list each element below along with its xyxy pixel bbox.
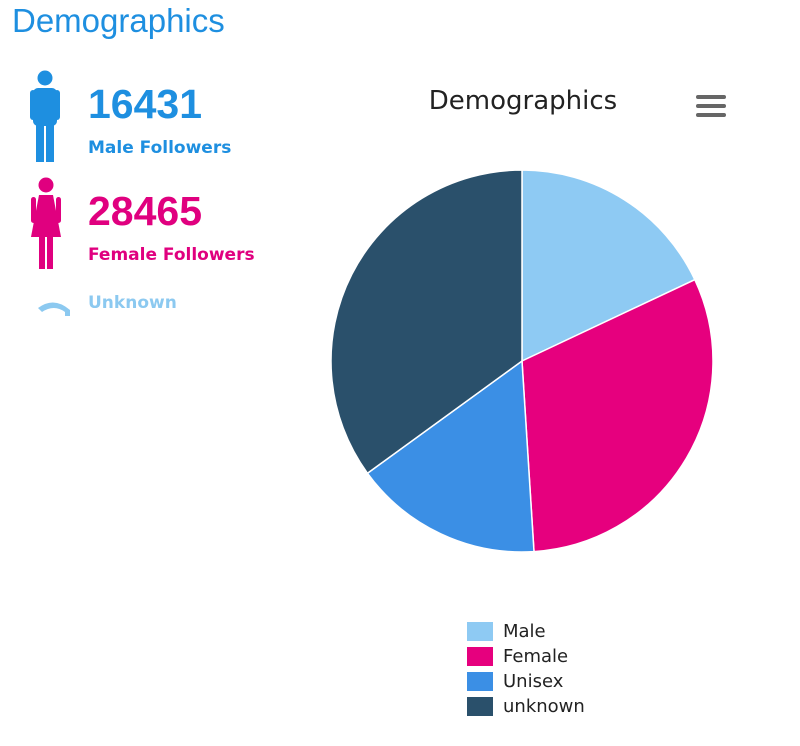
legend-swatch xyxy=(467,647,493,666)
male-follower-label: Male Followers xyxy=(88,138,232,158)
female-follower-label: Female Followers xyxy=(88,245,255,265)
hamburger-menu-icon[interactable] xyxy=(696,95,726,119)
pie-slice-unknown[interactable] xyxy=(330,169,523,475)
legend-label: Male xyxy=(503,621,546,642)
legend-label: Unisex xyxy=(503,671,564,692)
chart-title: Demographics xyxy=(428,86,618,116)
unknown-person-icon xyxy=(38,302,70,316)
male-follower-count: 16431 xyxy=(88,81,203,127)
legend-item-male[interactable]: Male xyxy=(467,619,585,644)
legend-item-female[interactable]: Female xyxy=(467,644,585,669)
legend-label: unknown xyxy=(503,696,585,717)
legend-swatch xyxy=(467,697,493,716)
pie-slice-male[interactable] xyxy=(521,169,696,363)
female-follower-count: 28465 xyxy=(88,188,203,234)
chart-panel: Demographics Male Female Unisex unknown xyxy=(300,70,760,730)
chart-legend: Male Female Unisex unknown xyxy=(467,619,585,719)
female-person-icon xyxy=(31,177,61,269)
legend-item-unknown[interactable]: unknown xyxy=(467,694,585,719)
legend-swatch xyxy=(467,622,493,641)
male-person-icon xyxy=(30,70,60,162)
pie-slice-unisex[interactable] xyxy=(366,359,535,553)
legend-label: Female xyxy=(503,646,569,667)
unknown-label: Unknown xyxy=(88,293,177,313)
legend-item-unisex[interactable]: Unisex xyxy=(467,669,585,694)
pie-slice-female[interactable] xyxy=(521,278,714,553)
pie-chart xyxy=(330,169,714,553)
legend-swatch xyxy=(467,672,493,691)
page-heading: Demographics xyxy=(12,2,225,39)
